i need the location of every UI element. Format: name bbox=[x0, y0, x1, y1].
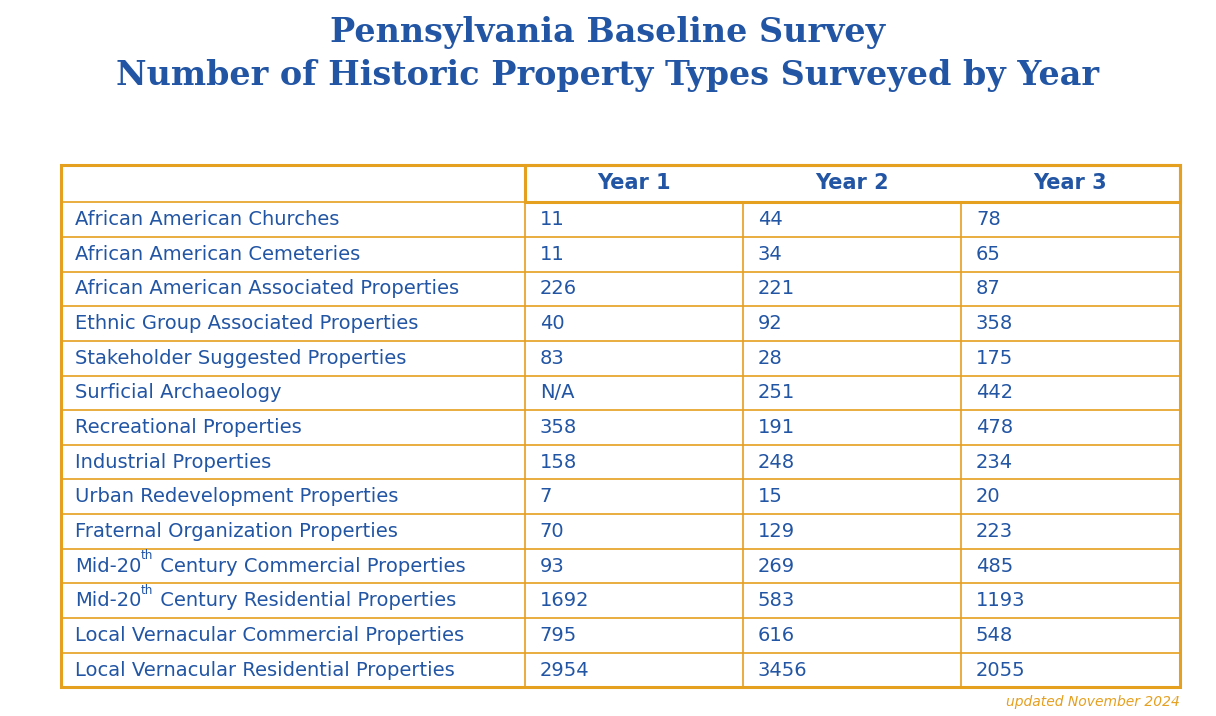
Text: N/A: N/A bbox=[540, 383, 574, 402]
Text: 93: 93 bbox=[540, 556, 564, 576]
Text: Local Vernacular Commercial Properties: Local Vernacular Commercial Properties bbox=[75, 626, 465, 645]
Text: Stakeholder Suggested Properties: Stakeholder Suggested Properties bbox=[75, 349, 407, 368]
Text: 2954: 2954 bbox=[540, 661, 590, 679]
Text: 28: 28 bbox=[758, 349, 783, 368]
Text: 34: 34 bbox=[758, 245, 783, 263]
Text: African American Churches: African American Churches bbox=[75, 210, 339, 229]
Bar bbox=[61, 165, 1180, 687]
Text: 226: 226 bbox=[540, 279, 576, 299]
Text: 175: 175 bbox=[976, 349, 1013, 368]
Text: Year 2: Year 2 bbox=[816, 173, 889, 193]
Text: 795: 795 bbox=[540, 626, 576, 645]
Text: Mid-20: Mid-20 bbox=[75, 591, 142, 610]
Text: Number of Historic Property Types Surveyed by Year: Number of Historic Property Types Survey… bbox=[117, 59, 1099, 92]
Text: 78: 78 bbox=[976, 210, 1001, 229]
Text: 1193: 1193 bbox=[976, 591, 1025, 610]
Text: 15: 15 bbox=[758, 488, 783, 506]
Text: 65: 65 bbox=[976, 245, 1001, 263]
Text: th: th bbox=[141, 549, 153, 562]
Text: 11: 11 bbox=[540, 210, 564, 229]
Text: Year 3: Year 3 bbox=[1034, 173, 1108, 193]
Text: 223: 223 bbox=[976, 522, 1013, 541]
Text: 248: 248 bbox=[758, 453, 795, 472]
Text: 83: 83 bbox=[540, 349, 564, 368]
Text: Mid-20: Mid-20 bbox=[75, 556, 142, 576]
Text: 70: 70 bbox=[540, 522, 564, 541]
Text: 485: 485 bbox=[976, 556, 1013, 576]
Text: Urban Redevelopment Properties: Urban Redevelopment Properties bbox=[75, 488, 399, 506]
Text: 269: 269 bbox=[758, 556, 795, 576]
Text: 44: 44 bbox=[758, 210, 783, 229]
Text: Year 1: Year 1 bbox=[597, 173, 671, 193]
Text: 358: 358 bbox=[976, 314, 1013, 333]
Text: 3456: 3456 bbox=[758, 661, 807, 679]
Text: 158: 158 bbox=[540, 453, 576, 472]
Text: African American Associated Properties: African American Associated Properties bbox=[75, 279, 460, 299]
Text: 92: 92 bbox=[758, 314, 783, 333]
Text: Industrial Properties: Industrial Properties bbox=[75, 453, 271, 472]
Text: 87: 87 bbox=[976, 279, 1001, 299]
Text: 7: 7 bbox=[540, 488, 552, 506]
Text: 129: 129 bbox=[758, 522, 795, 541]
Text: 234: 234 bbox=[976, 453, 1013, 472]
Text: 548: 548 bbox=[976, 626, 1013, 645]
Text: 251: 251 bbox=[758, 383, 795, 402]
Text: 1692: 1692 bbox=[540, 591, 590, 610]
Text: 478: 478 bbox=[976, 418, 1013, 437]
Text: 2055: 2055 bbox=[976, 661, 1025, 679]
Text: 616: 616 bbox=[758, 626, 795, 645]
Text: Century Commercial Properties: Century Commercial Properties bbox=[154, 556, 466, 576]
Text: 583: 583 bbox=[758, 591, 795, 610]
Text: African American Cemeteries: African American Cemeteries bbox=[75, 245, 361, 263]
Text: 20: 20 bbox=[976, 488, 1001, 506]
Text: th: th bbox=[141, 584, 153, 597]
Text: 221: 221 bbox=[758, 279, 795, 299]
Text: 442: 442 bbox=[976, 383, 1013, 402]
Text: 191: 191 bbox=[758, 418, 795, 437]
Text: Ethnic Group Associated Properties: Ethnic Group Associated Properties bbox=[75, 314, 418, 333]
Text: Local Vernacular Residential Properties: Local Vernacular Residential Properties bbox=[75, 661, 455, 679]
Text: 358: 358 bbox=[540, 418, 576, 437]
Text: Fraternal Organization Properties: Fraternal Organization Properties bbox=[75, 522, 399, 541]
Text: 11: 11 bbox=[540, 245, 564, 263]
Text: 40: 40 bbox=[540, 314, 564, 333]
Text: Recreational Properties: Recreational Properties bbox=[75, 418, 302, 437]
Text: Surficial Archaeology: Surficial Archaeology bbox=[75, 383, 282, 402]
Text: Century Residential Properties: Century Residential Properties bbox=[154, 591, 456, 610]
Bar bbox=[525, 165, 1180, 203]
Text: Pennsylvania Baseline Survey: Pennsylvania Baseline Survey bbox=[331, 16, 885, 49]
Text: updated November 2024: updated November 2024 bbox=[1006, 695, 1180, 709]
